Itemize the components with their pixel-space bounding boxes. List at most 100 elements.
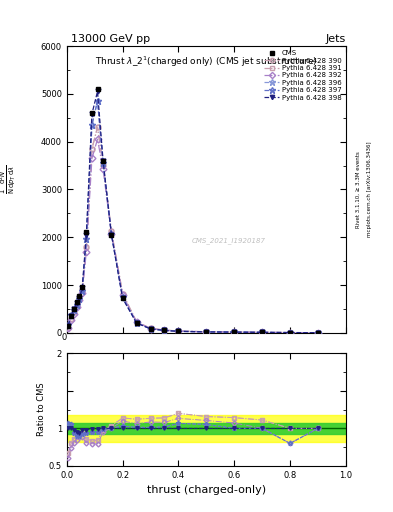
CMS [232, 329, 237, 335]
Pythia 6.428 390 [288, 330, 292, 336]
Pythia 6.428 391 [90, 146, 94, 152]
CMS [176, 328, 181, 334]
Pythia 6.428 398 [77, 295, 82, 301]
Pythia 6.428 391 [66, 325, 71, 331]
Pythia 6.428 397 [232, 329, 237, 335]
Pythia 6.428 398 [84, 232, 89, 238]
CMS [260, 329, 264, 335]
Pythia 6.428 397 [260, 329, 264, 335]
CMS [74, 298, 79, 305]
Pythia 6.428 392 [109, 231, 114, 238]
Pythia 6.428 396 [109, 231, 114, 238]
Pythia 6.428 390 [95, 124, 100, 131]
CMS [148, 326, 153, 332]
Pythia 6.428 390 [66, 325, 71, 331]
Pythia 6.428 396 [204, 329, 209, 335]
Pythia 6.428 391 [74, 302, 79, 308]
Line: Pythia 6.428 396: Pythia 6.428 396 [65, 98, 321, 336]
Pythia 6.428 390 [74, 302, 79, 308]
Pythia 6.428 398 [95, 89, 100, 95]
Pythia 6.428 396 [162, 327, 167, 333]
Pythia 6.428 396 [232, 329, 237, 335]
Pythia 6.428 391 [109, 228, 114, 234]
Pythia 6.428 392 [232, 329, 237, 335]
Pythia 6.428 396 [74, 302, 79, 308]
Pythia 6.428 391 [72, 309, 76, 315]
Pythia 6.428 390 [162, 327, 167, 333]
Pythia 6.428 392 [69, 317, 73, 324]
Pythia 6.428 397 [84, 236, 89, 242]
Line: Pythia 6.428 390: Pythia 6.428 390 [66, 125, 320, 335]
Pythia 6.428 391 [316, 330, 320, 336]
Pythia 6.428 397 [120, 294, 125, 301]
Pythia 6.428 390 [316, 330, 320, 336]
Pythia 6.428 392 [148, 326, 153, 332]
Pythia 6.428 392 [316, 330, 320, 336]
Pythia 6.428 397 [80, 288, 84, 294]
Pythia 6.428 392 [95, 136, 100, 142]
Pythia 6.428 391 [84, 244, 89, 250]
Text: Thrust $\lambda\_2^1$(charged only) (CMS jet substructure): Thrust $\lambda\_2^1$(charged only) (CMS… [95, 55, 318, 69]
Pythia 6.428 392 [80, 290, 84, 296]
Pythia 6.428 396 [95, 98, 100, 104]
Pythia 6.428 397 [66, 322, 71, 328]
Pythia 6.428 390 [72, 309, 76, 315]
Legend: CMS, Pythia 6.428 390, Pythia 6.428 391, Pythia 6.428 392, Pythia 6.428 396, Pyt: CMS, Pythia 6.428 390, Pythia 6.428 391,… [261, 48, 344, 103]
Line: Pythia 6.428 391: Pythia 6.428 391 [66, 125, 320, 335]
Pythia 6.428 398 [316, 330, 320, 336]
Pythia 6.428 390 [176, 328, 181, 334]
CMS [66, 323, 71, 329]
Pythia 6.428 392 [84, 248, 89, 254]
Pythia 6.428 396 [69, 312, 73, 318]
Pythia 6.428 390 [69, 316, 73, 323]
CMS [288, 330, 292, 336]
Pythia 6.428 396 [77, 296, 82, 303]
Pythia 6.428 392 [120, 292, 125, 298]
Pythia 6.428 398 [204, 329, 209, 335]
Pythia 6.428 398 [162, 327, 167, 333]
Line: Pythia 6.428 392: Pythia 6.428 392 [66, 137, 320, 335]
Pythia 6.428 398 [90, 111, 94, 117]
Pythia 6.428 397 [90, 122, 94, 128]
Pythia 6.428 391 [134, 319, 139, 325]
CMS [69, 313, 73, 319]
Text: mcplots.cern.ch [arXiv:1306.3436]: mcplots.cern.ch [arXiv:1306.3436] [367, 142, 373, 237]
Pythia 6.428 397 [204, 329, 209, 335]
Pythia 6.428 390 [109, 228, 114, 234]
CMS [95, 86, 100, 92]
Pythia 6.428 397 [109, 231, 114, 238]
CMS [109, 232, 114, 238]
Pythia 6.428 396 [120, 294, 125, 301]
Pythia 6.428 392 [66, 326, 71, 332]
Pythia 6.428 391 [69, 316, 73, 323]
Line: Pythia 6.428 398: Pythia 6.428 398 [66, 89, 320, 335]
Pythia 6.428 396 [148, 326, 153, 332]
Pythia 6.428 396 [288, 330, 292, 336]
Pythia 6.428 396 [316, 330, 320, 336]
Pythia 6.428 398 [74, 300, 79, 306]
CMS [77, 292, 82, 298]
CMS [316, 330, 320, 336]
Pythia 6.428 398 [109, 232, 114, 238]
Pythia 6.428 398 [101, 158, 105, 164]
Text: Jets: Jets [325, 33, 346, 44]
Pythia 6.428 397 [69, 312, 73, 318]
Pythia 6.428 398 [134, 320, 139, 326]
Pythia 6.428 390 [90, 146, 94, 152]
Pythia 6.428 396 [84, 236, 89, 242]
CMS [134, 320, 139, 326]
Pythia 6.428 396 [80, 288, 84, 294]
Pythia 6.428 397 [176, 328, 181, 334]
Pythia 6.428 398 [232, 329, 237, 335]
Text: Rivet 3.1.10, ≥ 3.3M events: Rivet 3.1.10, ≥ 3.3M events [356, 151, 361, 228]
Pythia 6.428 390 [84, 244, 89, 250]
Pythia 6.428 391 [288, 330, 292, 336]
CMS [72, 306, 76, 312]
Text: CMS_2021_I1920187: CMS_2021_I1920187 [192, 238, 266, 244]
Pythia 6.428 397 [72, 307, 76, 313]
Pythia 6.428 390 [232, 329, 237, 335]
Pythia 6.428 391 [95, 124, 100, 131]
Pythia 6.428 392 [260, 329, 264, 335]
Pythia 6.428 397 [95, 98, 100, 104]
CMS [84, 229, 89, 236]
